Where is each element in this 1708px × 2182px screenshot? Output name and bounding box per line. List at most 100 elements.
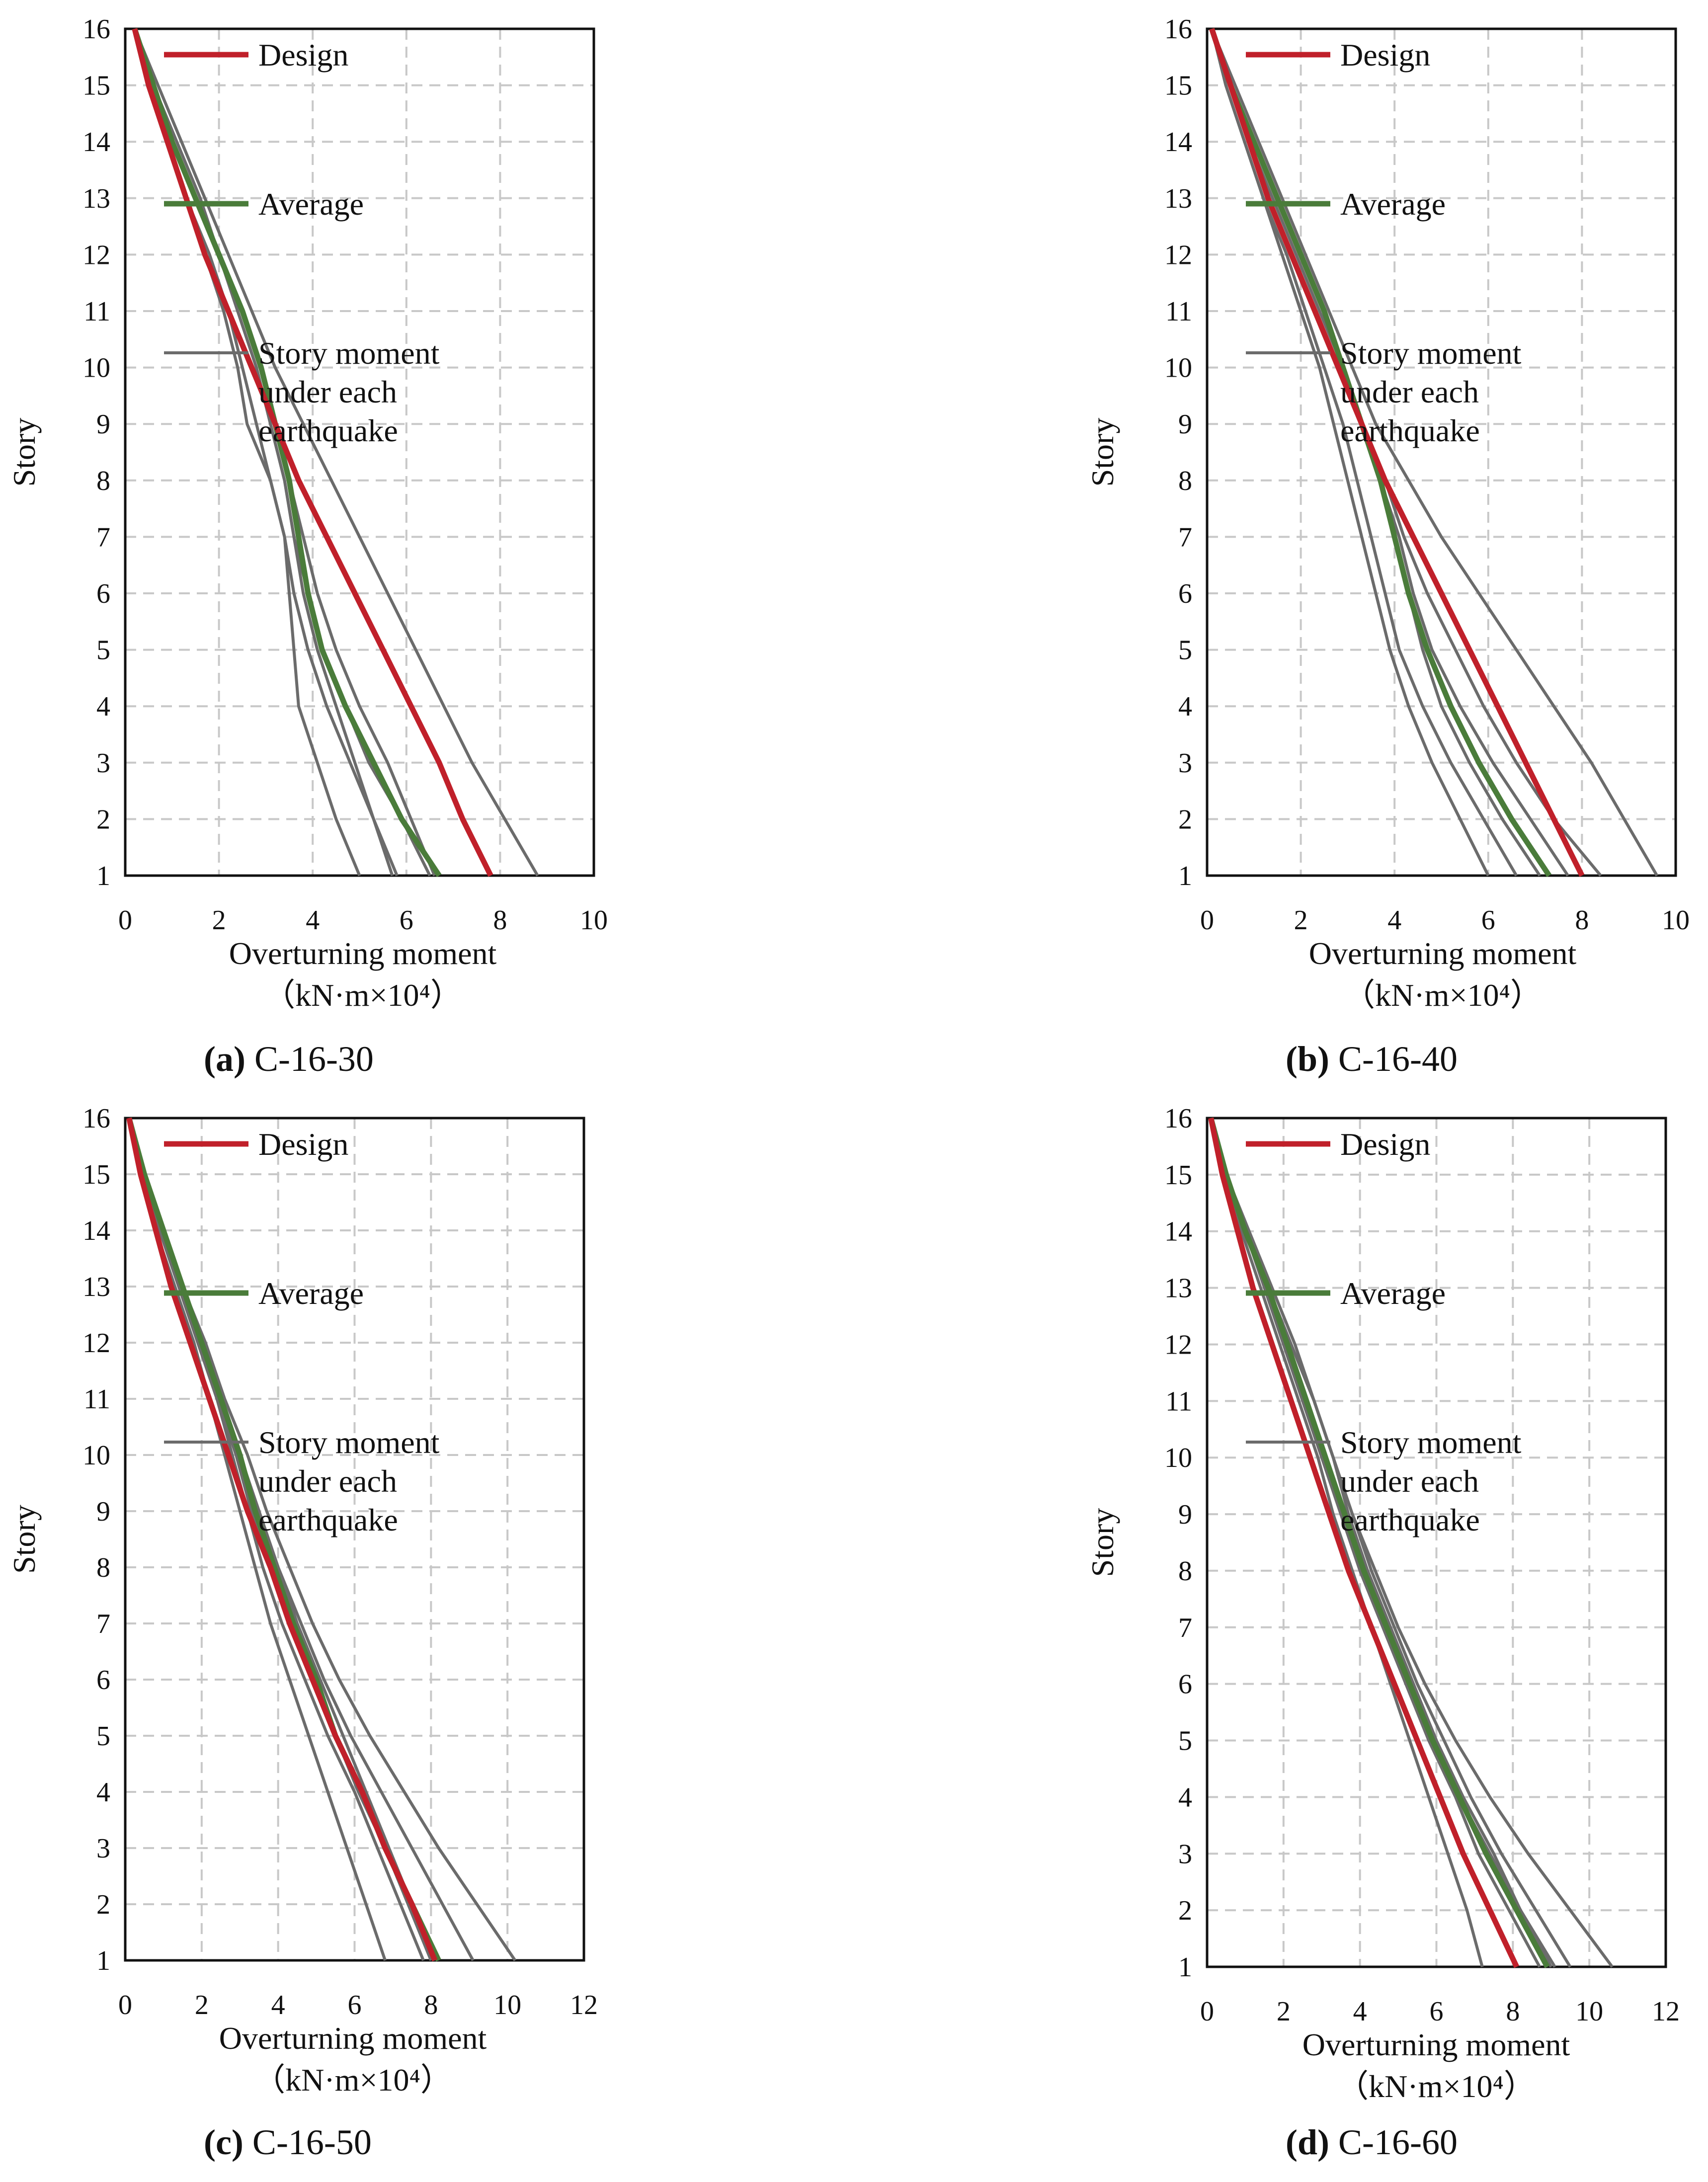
y-axis-title: Story: [6, 418, 42, 487]
y-tick-label: 4: [96, 1777, 110, 1808]
y-tick-label: 6: [1178, 578, 1192, 609]
y-tick-label: 6: [96, 1665, 110, 1696]
y-tick-label: 6: [96, 578, 110, 609]
legend-design-label: Design: [258, 1127, 348, 1162]
legend-each-label-line: Story moment: [258, 335, 440, 371]
design-line: [1208, 1117, 1519, 1968]
series-line-eq1: [133, 28, 539, 877]
y-tick-label: 14: [82, 127, 110, 158]
y-axis-title: Story: [6, 1505, 42, 1574]
y-tick-label: 5: [96, 635, 110, 666]
x-tick-label: 10: [580, 905, 608, 936]
y-tick-label: 11: [83, 1384, 110, 1415]
y-axis-title: Story: [1085, 1508, 1120, 1577]
y-tick-label: 3: [1178, 1839, 1192, 1869]
y-axis-title: Story: [1085, 418, 1120, 487]
legend-each-label-line: Story moment: [1340, 335, 1522, 371]
y-tick-label: 13: [1164, 1273, 1192, 1304]
x-tick-label: 10: [1662, 905, 1690, 936]
y-tick-label: 11: [1165, 1386, 1192, 1417]
legend-each-label-line: earthquake: [258, 1502, 398, 1537]
y-tick-label: 3: [96, 1833, 110, 1864]
y-tick-label: 5: [1178, 635, 1192, 666]
series-line-eq6: [127, 1118, 436, 1961]
legend-average-label: Average: [1340, 186, 1446, 222]
x-tick-label: 6: [348, 1990, 362, 2020]
legend-average-label: Average: [258, 1276, 364, 1311]
y-tick-label: 6: [1178, 1669, 1192, 1700]
y-tick-label: 4: [1178, 1782, 1192, 1813]
x-tick-label: 10: [493, 1990, 521, 2020]
x-tick-label: 12: [570, 1990, 598, 2020]
average-line: [1209, 28, 1551, 878]
y-tick-label: 7: [1178, 522, 1192, 553]
y-tick-label: 8: [1178, 466, 1192, 496]
y-tick-label: 1: [96, 1945, 110, 1976]
y-tick-label: 9: [96, 409, 110, 440]
y-tick-label: 10: [82, 353, 110, 384]
y-tick-label: 4: [96, 691, 110, 722]
series-line-eq5: [1210, 28, 1490, 877]
series-line-eq1: [1210, 28, 1658, 877]
x-tick-label: 8: [1575, 905, 1589, 936]
y-tick-label: 5: [96, 1721, 110, 1752]
x-tick-label: 4: [1353, 1996, 1367, 2027]
y-tick-label: 9: [1178, 1499, 1192, 1530]
x-tick-label: 4: [1387, 905, 1401, 936]
plot-frame: [124, 1117, 585, 1962]
series-line-eq2: [1209, 1118, 1572, 1968]
x-tick-label: 0: [118, 905, 132, 936]
series-line-eq1: [1209, 1118, 1614, 1968]
y-tick-label: 12: [82, 1328, 110, 1359]
y-tick-label: 8: [96, 1552, 110, 1583]
x-tick-label: 8: [424, 1990, 438, 2020]
y-tick-label: 14: [82, 1215, 110, 1246]
design-line: [126, 1117, 438, 1962]
x-tick-label: 6: [1481, 905, 1495, 936]
legend-each-label-line: under each: [258, 374, 397, 409]
panel-caption: (b) C-16-40: [1286, 1039, 1458, 1079]
x-tick-label: 8: [493, 905, 507, 936]
x-tick-label: 12: [1652, 1996, 1680, 2027]
design-line: [132, 28, 493, 877]
legend-design-label: Design: [1340, 1127, 1430, 1162]
y-tick-label: 15: [1164, 71, 1192, 101]
y-tick-label: 2: [1178, 1895, 1192, 1926]
x-tick-label: 0: [1200, 905, 1214, 936]
average-line: [126, 1117, 441, 1962]
x-tick-label: 2: [195, 1990, 209, 2020]
x-axis-title: Overturning moment: [1302, 2027, 1570, 2062]
x-tick-label: 0: [118, 1990, 132, 2020]
y-tick-label: 16: [82, 1103, 110, 1134]
y-tick-label: 11: [1165, 296, 1192, 327]
x-axis-title: Overturning moment: [1309, 936, 1577, 971]
series-line-eq2: [127, 1118, 475, 1961]
y-tick-label: 1: [1178, 861, 1192, 891]
panel-caption: (d) C-16-60: [1286, 2122, 1458, 2162]
x-tick-label: 4: [306, 905, 320, 936]
y-tick-label: 9: [1178, 409, 1192, 440]
plot-frame: [1206, 1117, 1667, 1968]
design-line: [1209, 28, 1585, 877]
x-axis-title: Overturning moment: [229, 936, 497, 971]
y-tick-label: 15: [82, 71, 110, 101]
y-tick-label: 13: [82, 183, 110, 214]
legend-each-label-line: Story moment: [1340, 1425, 1522, 1460]
y-tick-label: 16: [1164, 14, 1192, 45]
panel-caption-letter: (a): [204, 1039, 245, 1079]
x-tick-label: 0: [1200, 1996, 1214, 2027]
legend-each-label-line: Story moment: [258, 1425, 440, 1460]
panel-caption: (a) C-16-30: [204, 1039, 374, 1079]
panel-caption-letter: (c): [204, 2122, 244, 2162]
panel-caption-name: C-16-60: [1329, 2122, 1458, 2162]
series-line-eq4: [127, 1118, 425, 1961]
y-tick-label: 14: [1164, 127, 1192, 158]
x-axis-unit: （kN·m×10⁴）: [1343, 977, 1542, 1013]
legend-design-label: Design: [258, 37, 348, 73]
y-tick-label: 10: [82, 1440, 110, 1471]
y-tick-label: 10: [1164, 1443, 1192, 1473]
x-axis-unit: （kN·m×10⁴）: [1337, 2069, 1536, 2104]
